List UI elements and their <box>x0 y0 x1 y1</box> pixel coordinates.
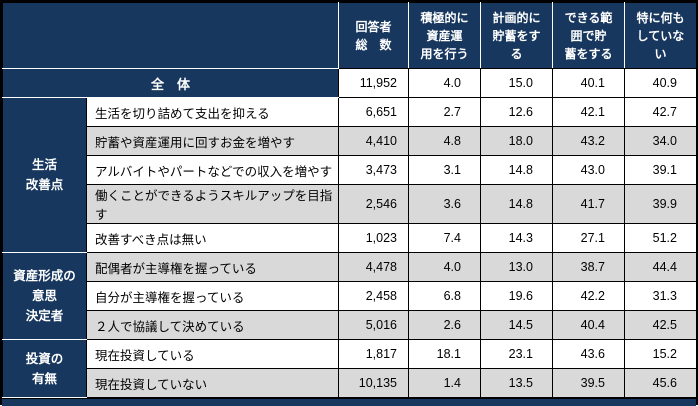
table-row: 貯蓄や資産運用に回すお金を増やす 4,410 4.8 18.0 43.2 34.… <box>3 126 697 156</box>
row-label: 配偶者が主導権を握っている <box>86 252 339 282</box>
table-row: 改善すべき点は無い 1,023 7.4 14.3 27.1 51.2 <box>3 223 697 253</box>
cell-value: 42.5 <box>624 310 697 340</box>
cell-value: 15.2 <box>624 339 697 369</box>
cell-value: 14.8 <box>480 155 553 185</box>
cell-value: 4.0 <box>408 252 481 282</box>
group-header-lifestyle-improvement: 生活 改善点 <box>2 97 87 253</box>
table-row: 自分が主導権を握っている 2,458 6.8 19.6 42.2 31.3 <box>3 281 697 311</box>
data-table: 回答者 総 数 積極的に 資産運 用を行う 計画的に 貯蓄をす る できる範 囲… <box>2 2 697 398</box>
cell-value: 3.6 <box>408 184 481 224</box>
table-row: 投資の 有無 現在投資している 1,817 18.1 23.1 43.6 15.… <box>2 339 697 398</box>
cell-value: 42.1 <box>552 97 625 127</box>
cell-value: 1.4 <box>408 368 481 398</box>
cell-value: 40.4 <box>552 310 625 340</box>
cell-value: 4,478 <box>338 252 409 282</box>
cell-value: 4.8 <box>408 126 481 156</box>
cell-value: 14.5 <box>480 310 553 340</box>
row-label: 現在投資している <box>86 339 339 369</box>
row-label: アルバイトやパートなどでの収入を増やす <box>86 155 339 185</box>
total-row-label: 全 体 <box>2 68 339 98</box>
row-label: 改善すべき点は無い <box>86 223 339 253</box>
row-label: ２人で協議して決めている <box>86 310 339 340</box>
cell-value: 39.9 <box>624 184 697 224</box>
cell-value: 11,952 <box>338 68 409 98</box>
column-header-respondents: 回答者 総 数 <box>338 2 409 69</box>
table-row: 生活 改善点 生活を切り詰めて支出を抑える 6,651 2.7 12.6 42.… <box>2 97 697 253</box>
cell-value: 13.5 <box>480 368 553 398</box>
cell-value: 31.3 <box>624 281 697 311</box>
cell-value: 43.0 <box>552 155 625 185</box>
cell-value: 43.2 <box>552 126 625 156</box>
cell-value: 38.7 <box>552 252 625 282</box>
cell-value: 39.5 <box>552 368 625 398</box>
table-row: 資産形成の 意思 決定者 配偶者が主導権を握っている 4,478 4.0 13.… <box>2 252 697 340</box>
cell-value: 1,817 <box>338 339 409 369</box>
group-header-investment-status: 投資の 有無 <box>2 339 87 398</box>
cell-value: 4.0 <box>408 68 481 98</box>
cell-value: 18.0 <box>480 126 553 156</box>
total-row: 全 体 11,952 4.0 15.0 40.1 40.9 <box>2 68 697 98</box>
row-label: 生活を切り詰めて支出を抑える <box>86 97 339 127</box>
cell-value: 42.7 <box>624 97 697 127</box>
group-header-decision-maker: 資産形成の 意思 決定者 <box>2 252 87 340</box>
header-row: 回答者 総 数 積極的に 資産運 用を行う 計画的に 貯蓄をす る できる範 囲… <box>2 2 697 69</box>
cell-value: 5,016 <box>338 310 409 340</box>
cell-value: 6,651 <box>338 97 409 127</box>
cell-value: 2,458 <box>338 281 409 311</box>
cell-value: 1,023 <box>338 223 409 253</box>
cell-value: 15.0 <box>480 68 553 98</box>
cell-value: 42.2 <box>552 281 625 311</box>
cell-value: 41.7 <box>552 184 625 224</box>
cell-value: 27.1 <box>552 223 625 253</box>
cell-value: 14.3 <box>480 223 553 253</box>
row-label: 自分が主導権を握っている <box>86 281 339 311</box>
table-row: 働くことができるようスキルアップを目指す 2,546 3.6 14.8 41.7… <box>3 184 697 224</box>
row-label: 現在投資していない <box>86 368 339 398</box>
cell-value: 3,473 <box>338 155 409 185</box>
table-row: 現在投資していない 10,135 1.4 13.5 39.5 45.6 <box>3 368 697 398</box>
column-header-saving-within-means: できる範 囲で貯 蓄をする <box>552 2 625 69</box>
cell-value: 4,410 <box>338 126 409 156</box>
cell-value: 12.6 <box>480 97 553 127</box>
cell-value: 13.0 <box>480 252 553 282</box>
column-header-doing-nothing: 特に何も していな い <box>624 2 697 69</box>
cell-value: 44.4 <box>624 252 697 282</box>
cell-value: 14.8 <box>480 184 553 224</box>
cell-value: 40.9 <box>624 68 697 98</box>
cell-value: 6.8 <box>408 281 481 311</box>
cell-value: 23.1 <box>480 339 553 369</box>
row-label: 働くことができるようスキルアップを目指す <box>86 184 339 224</box>
cell-value: 34.0 <box>624 126 697 156</box>
table-row: アルバイトやパートなどでの収入を増やす 3,473 3.1 14.8 43.0 … <box>3 155 697 185</box>
column-header-planned-saving: 計画的に 貯蓄をす る <box>480 2 553 69</box>
cell-value: 18.1 <box>408 339 481 369</box>
cell-value: 39.1 <box>624 155 697 185</box>
cell-value: 7.4 <box>408 223 481 253</box>
cell-value: 19.6 <box>480 281 553 311</box>
cell-value: 40.1 <box>552 68 625 98</box>
cell-value: 43.6 <box>552 339 625 369</box>
cell-value: 2,546 <box>338 184 409 224</box>
bottom-accent-bar <box>2 398 696 406</box>
cell-value: 2.7 <box>408 97 481 127</box>
cell-value: 10,135 <box>338 368 409 398</box>
cell-value: 45.6 <box>624 368 697 398</box>
table-row: ２人で協議して決めている 5,016 2.6 14.5 40.4 42.5 <box>3 310 697 340</box>
cell-value: 3.1 <box>408 155 481 185</box>
cell-value: 2.6 <box>408 310 481 340</box>
row-label: 貯蓄や資産運用に回すお金を増やす <box>86 126 339 156</box>
cell-value: 51.2 <box>624 223 697 253</box>
column-header-active-investing: 積極的に 資産運 用を行う <box>408 2 481 69</box>
corner-cell <box>2 2 339 69</box>
